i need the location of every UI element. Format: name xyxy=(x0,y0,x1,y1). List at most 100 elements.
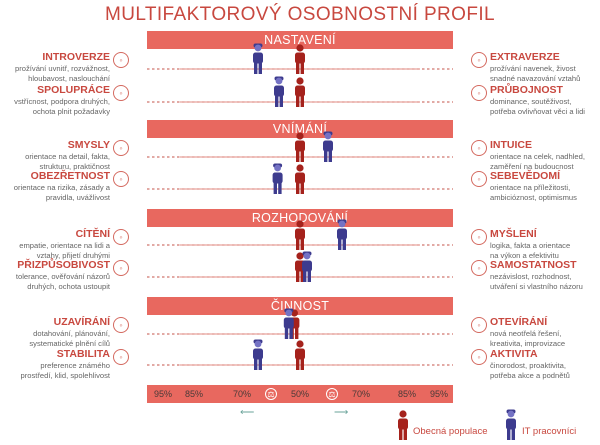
run-icon: ◦ xyxy=(471,349,487,365)
trait-description-right: kreativita, improvizace xyxy=(490,338,566,348)
trait-label-right: PRŮBOJNOST xyxy=(490,84,563,96)
general-population-marker xyxy=(295,77,305,107)
scale-tick-label: 95% xyxy=(154,389,173,399)
scale-tick-label: 70% xyxy=(233,389,252,399)
trait-description-right: potřeba akce a podnětů xyxy=(490,370,570,380)
trait-label-right: SEBEVĚDOMÍ xyxy=(490,170,561,182)
trait-label-left: CÍTĚNÍ xyxy=(75,228,110,240)
trait-description-left: orientace na rizika, zásady a xyxy=(13,183,110,192)
scale-tick-label: 70% xyxy=(352,389,371,399)
trait-description-left: pravidla, uvážlivost xyxy=(45,192,110,202)
trait-description-right: dominance, soutěživost, xyxy=(490,97,572,106)
it-workers-marker xyxy=(302,251,312,282)
right-balance-icon: ⚖ xyxy=(326,388,338,400)
compass-icon: ◦ xyxy=(471,260,487,276)
left-balance-icon: ⚖ xyxy=(265,388,277,400)
trait-label-left: PŘIZPŮSOBIVOST xyxy=(17,259,110,271)
trait-description-left: systematické plnění cílů xyxy=(29,338,110,348)
legend-it-marker xyxy=(506,409,516,440)
legend-general-marker xyxy=(398,410,408,440)
trait-description-right: zaměření na budoucnost xyxy=(490,161,574,171)
trait-description-left: tolerance, ověřování názorů xyxy=(15,272,110,281)
trait-description-right: prožívání navenek, živost xyxy=(490,64,576,73)
trait-description-right: orientace na celek, nadhled, xyxy=(490,152,585,161)
warning-icon: ◦ xyxy=(113,171,129,187)
trait-label-left: INTROVERZE xyxy=(42,51,110,63)
fist-icon: ◦ xyxy=(471,85,487,101)
trait-description-right: nová neotřelá řešení, xyxy=(490,329,562,338)
trait-description-right: orientace na příležitosti, xyxy=(490,183,571,192)
general-population-marker xyxy=(295,44,305,74)
magnifier-icon: ◦ xyxy=(113,140,129,156)
page-title: MULTIFAKTOROVÝ OSOBNOSTNÍ PROFIL xyxy=(104,4,496,25)
checklist-icon: ◦ xyxy=(113,317,129,333)
trait-description-left: vztahy, přijetí druhými xyxy=(36,250,110,260)
general-population-marker xyxy=(295,340,305,370)
speech-icon: ◦ xyxy=(471,52,487,68)
it-workers-marker xyxy=(323,131,333,162)
trait-description-left: prožívání uvnitř, rozvážnost, xyxy=(15,64,110,73)
brain-icon: ◦ xyxy=(471,229,487,245)
trait-description-right: potřeba ovlivňovat věci a lidi xyxy=(490,106,585,116)
section-band: NASTAVENÍ xyxy=(147,31,453,49)
scale-tick-label: 85% xyxy=(398,389,417,399)
adapt-icon: ◦ xyxy=(113,260,129,276)
legend-general-label: Obecná populace xyxy=(413,426,488,437)
section-band: ROZHODOVÁNÍ xyxy=(147,209,453,227)
scale-bar xyxy=(147,385,453,403)
trait-description-left: empatie, orientace na lidi a xyxy=(19,241,110,250)
scale-tick-label: 95% xyxy=(430,389,449,399)
general-population-marker xyxy=(295,132,305,162)
it-workers-marker xyxy=(253,43,263,74)
trait-label-right: OTEVÍRÁNÍ xyxy=(490,316,548,328)
trait-label-left: SMYSLY xyxy=(67,139,110,151)
person-icon: ◦ xyxy=(113,52,129,68)
it-workers-marker xyxy=(272,163,283,194)
scale-tick-label: 85% xyxy=(185,389,204,399)
general-population-marker xyxy=(295,220,305,250)
trait-description-left: orientace na detail, fakta, xyxy=(25,152,110,161)
right-arrow-icon: ⟶ xyxy=(334,407,349,418)
trait-description-right: nezávislost, rozhodnost, xyxy=(490,272,572,281)
trait-label-left: OBEZŘETNOST xyxy=(30,170,110,182)
lightbulb-icon: ◦ xyxy=(471,317,487,333)
trait-description-left: strukturu, praktičnost xyxy=(39,161,110,171)
trait-description-right: na výkon a efektivitu xyxy=(490,250,559,260)
trait-description-right: logika, fakta a orientace xyxy=(490,241,571,250)
left-arrow-icon: ⟵ xyxy=(240,407,255,418)
legend-it-label: IT pracovníci xyxy=(522,426,577,437)
general-population-marker xyxy=(295,164,305,194)
it-workers-marker xyxy=(274,76,284,107)
trait-description-left: vstřícnost, podpora druhých, xyxy=(14,97,110,106)
trait-description-left: preference známého xyxy=(40,361,110,370)
trait-description-left: ochota plnit požadavky xyxy=(32,106,110,116)
trait-description-right: utváření si vlastního názoru xyxy=(490,281,583,291)
trait-description-right: činorodost, proaktivita, xyxy=(490,361,566,370)
trait-label-right: INTUICE xyxy=(490,139,532,151)
trait-description-right: ambicióznost, optimismus xyxy=(490,192,577,202)
trait-label-right: MYŠLENÍ xyxy=(490,228,537,240)
trait-label-right: SAMOSTATNOST xyxy=(490,259,577,271)
it-workers-marker xyxy=(283,308,294,339)
heart-icon: ◦ xyxy=(113,229,129,245)
trait-label-left: UZAVÍRÁNÍ xyxy=(53,316,110,328)
section-band: VNÍMÁNÍ xyxy=(147,120,453,138)
trait-label-left: STABILITA xyxy=(56,348,110,360)
house-icon: ◦ xyxy=(113,349,129,365)
trait-description-left: druhých, ochota ustoupit xyxy=(27,281,110,291)
eye-icon: ◦ xyxy=(471,140,487,156)
trait-description-left: hloubavost, naslouchání xyxy=(28,73,110,83)
trait-description-left: dotahování, plánování, xyxy=(33,329,110,338)
trait-label-left: SPOLUPRÁCE xyxy=(37,84,110,96)
star-icon: ◦ xyxy=(471,171,487,187)
scale-tick-label: 50% xyxy=(291,389,310,399)
handshake-icon: ◦ xyxy=(113,85,129,101)
it-workers-marker xyxy=(337,219,347,250)
it-workers-marker xyxy=(253,339,263,370)
trait-description-left: prostředí, klid, spolehlivost xyxy=(20,370,110,380)
trait-label-right: EXTRAVERZE xyxy=(490,51,560,63)
trait-description-right: snadné navazování vztahů xyxy=(490,73,581,83)
trait-label-right: AKTIVITA xyxy=(490,348,538,360)
